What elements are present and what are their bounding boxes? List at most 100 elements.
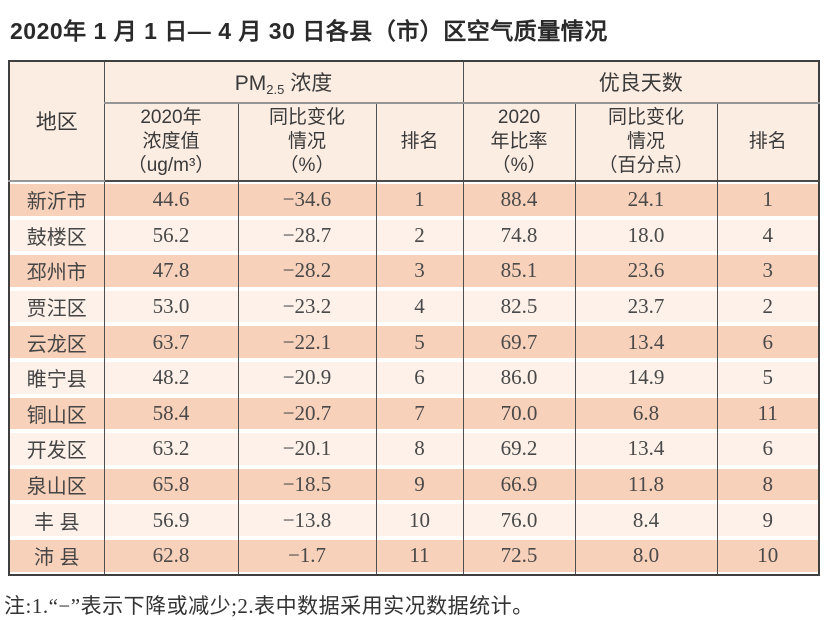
table-row: 丰 县 56.9 −13.8 10 76.0 8.4 9: [8, 502, 820, 538]
cell-good-rank: 10: [716, 537, 820, 575]
table-row: 贾汪区 53.0 −23.2 4 82.5 23.7 2: [8, 288, 820, 325]
sub-header-row: 2020年 浓度值 （ug/m³） 同比变化 情况 （%） 排名 2020 年比…: [9, 103, 820, 182]
cell-pm-change: −34.6: [237, 181, 377, 218]
cell-pm-value: 56.2: [103, 217, 239, 254]
cell-pm-value: 62.8: [103, 537, 239, 575]
pm-change-column-header: 同比变化 情况 （%）: [237, 103, 377, 182]
cell-pm-change: −20.7: [237, 395, 377, 432]
table-row: 新沂市 44.6 −34.6 1 88.4 24.1 1: [8, 181, 820, 218]
cell-pm-value: 48.2: [103, 359, 239, 396]
cell-good-rank: 5: [716, 359, 820, 396]
cell-pm-value: 44.6: [103, 181, 239, 218]
cell-good-change: 23.6: [574, 253, 718, 289]
cell-good-rank: 4: [716, 217, 820, 254]
cell-pm-value: 63.2: [103, 431, 239, 467]
cell-pm-change: −20.1: [237, 431, 377, 467]
cell-region: 贾汪区: [8, 288, 105, 325]
cell-pm-value: 47.8: [103, 253, 239, 289]
pm-value-column-header: 2020年 浓度值 （ug/m³）: [103, 103, 239, 182]
cell-pm-rank: 11: [375, 537, 464, 575]
cell-good-change: 11.8: [574, 466, 718, 503]
cell-region: 铜山区: [8, 395, 105, 432]
pm25-label-suffix: 浓度: [284, 72, 333, 95]
cell-pm-value: 53.0: [103, 288, 239, 325]
cell-good-change: 23.7: [574, 288, 718, 325]
cell-good-change: 6.8: [574, 395, 718, 432]
table-row: 铜山区 58.4 −20.7 7 70.0 6.8 11: [8, 395, 820, 432]
cell-good-ratio: 69.7: [462, 324, 576, 360]
table-row: 开发区 63.2 −20.1 8 69.2 13.4 6: [8, 431, 820, 467]
good-days-group-header: 优良天数: [462, 61, 820, 104]
cell-region: 泉山区: [8, 466, 105, 503]
table-row: 沛 县 62.8 −1.7 11 72.5 8.0 10: [8, 537, 820, 575]
cell-good-change: 13.4: [574, 431, 718, 467]
cell-pm-change: −22.1: [237, 324, 377, 360]
cell-good-ratio: 88.4: [462, 181, 576, 218]
cell-pm-value: 56.9: [103, 502, 239, 538]
cell-pm-value: 58.4: [103, 395, 239, 432]
cell-pm-value: 65.8: [103, 466, 239, 503]
group-header-row: 地区 PM2.5 浓度 优良天数: [8, 61, 820, 182]
cell-good-rank: 2: [716, 288, 820, 325]
cell-pm-rank: 1: [375, 181, 464, 218]
pm-rank-column-header: 排名: [375, 103, 464, 182]
table-header: 地区 PM2.5 浓度 优良天数 2020年 浓度值 （ug/m³） 同比变化 …: [8, 61, 820, 182]
cell-good-change: 8.4: [574, 502, 718, 538]
cell-good-ratio: 82.5: [462, 288, 576, 325]
cell-pm-rank: 7: [375, 395, 464, 432]
cell-region: 鼓楼区: [8, 217, 105, 254]
cell-region: 云龙区: [8, 324, 105, 360]
cell-good-ratio: 86.0: [462, 359, 576, 396]
cell-pm-rank: 4: [375, 288, 464, 325]
cell-good-rank: 9: [716, 502, 820, 538]
cell-good-rank: 1: [716, 181, 820, 218]
cell-good-ratio: 69.2: [462, 431, 576, 467]
cell-good-rank: 11: [716, 395, 820, 432]
air-quality-table: 地区 PM2.5 浓度 优良天数 2020年 浓度值 （ug/m³） 同比变化 …: [8, 60, 821, 576]
cell-pm-rank: 10: [375, 502, 464, 538]
table-row: 泉山区 65.8 −18.5 9 66.9 11.8 8: [8, 466, 820, 503]
cell-good-change: 13.4: [574, 324, 718, 360]
cell-good-change: 8.0: [574, 537, 718, 575]
cell-good-ratio: 85.1: [462, 253, 576, 289]
cell-good-rank: 6: [716, 431, 820, 467]
cell-pm-change: −20.9: [237, 359, 377, 396]
cell-pm-change: −23.2: [237, 288, 377, 325]
cell-region: 睢宁县: [8, 359, 105, 396]
cell-region: 新沂市: [8, 181, 105, 218]
cell-good-rank: 8: [716, 466, 820, 503]
cell-pm-rank: 9: [375, 466, 464, 503]
table-row: 云龙区 63.7 −22.1 5 69.7 13.4 6: [8, 324, 820, 360]
cell-good-ratio: 72.5: [462, 537, 576, 575]
cell-good-ratio: 76.0: [462, 502, 576, 538]
cell-good-ratio: 70.0: [462, 395, 576, 432]
cell-good-change: 18.0: [574, 217, 718, 254]
table-row: 睢宁县 48.2 −20.9 6 86.0 14.9 5: [8, 359, 820, 396]
cell-region: 邳州市: [8, 253, 105, 289]
good-rank-column-header: 排名: [716, 103, 820, 182]
cell-pm-rank: 8: [375, 431, 464, 467]
cell-pm-rank: 5: [375, 324, 464, 360]
table-row: 鼓楼区 56.2 −28.7 2 74.8 18.0 4: [8, 217, 820, 254]
cell-pm-change: −28.7: [237, 217, 377, 254]
pm25-group-header: PM2.5 浓度: [103, 61, 464, 104]
cell-good-rank: 6: [716, 324, 820, 360]
cell-region: 开发区: [8, 431, 105, 467]
pm25-label-subscript: 2.5: [266, 82, 285, 97]
cell-pm-change: −13.8: [237, 502, 377, 538]
pm25-label-prefix: PM: [234, 72, 267, 95]
page-title: 2020年 1 月 1 日— 4 月 30 日各县（市）区空气质量情况: [10, 18, 608, 44]
cell-region: 沛 县: [8, 537, 105, 575]
footnote: 注:1.“−”表示下降或减少;2.表中数据采用实况数据统计。: [4, 593, 534, 618]
cell-pm-value: 63.7: [103, 324, 239, 360]
cell-good-change: 14.9: [574, 359, 718, 396]
table-body: 新沂市 44.6 −34.6 1 88.4 24.1 1 鼓楼区 56.2 −28.7 2 74.8 1…: [8, 181, 820, 575]
cell-good-ratio: 66.9: [462, 466, 576, 503]
cell-pm-change: −28.2: [237, 253, 377, 289]
cell-pm-change: −1.7: [237, 537, 377, 575]
region-column-header: 地区: [8, 61, 105, 182]
good-change-column-header: 同比变化 情况 （百分点）: [574, 103, 718, 182]
cell-good-ratio: 74.8: [462, 217, 576, 254]
cell-pm-rank: 3: [375, 253, 464, 289]
